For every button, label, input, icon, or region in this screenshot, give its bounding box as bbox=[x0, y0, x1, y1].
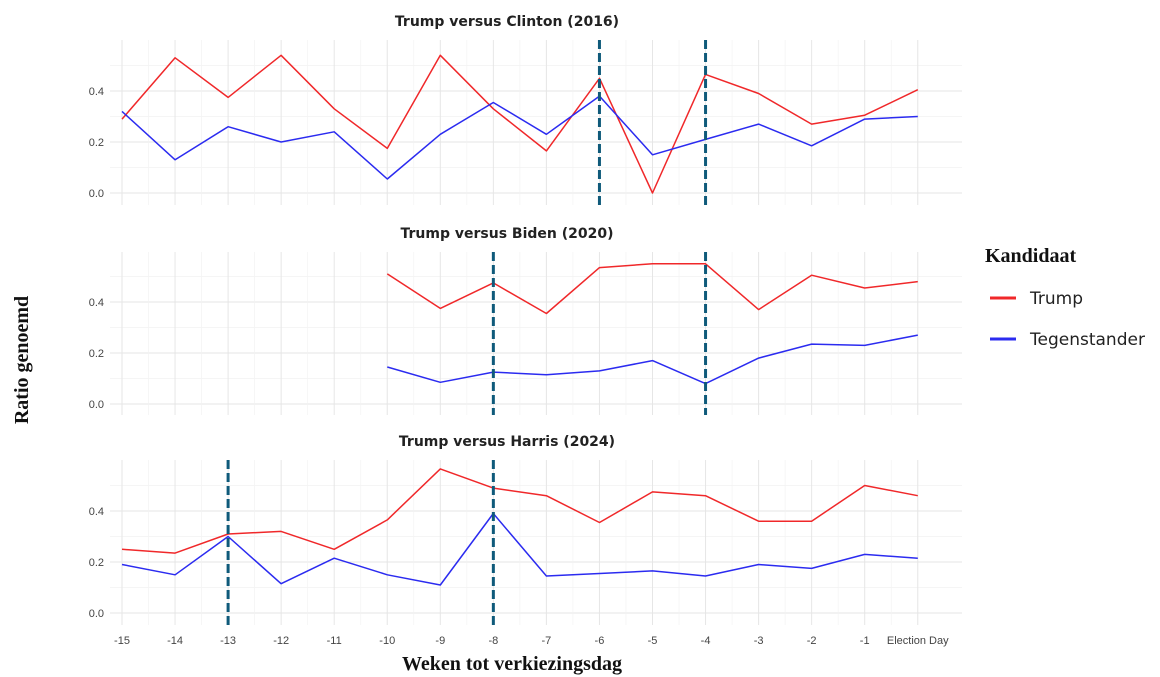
x-axis: -15 -14 -13 -12 -11 -10 -9 -8 -7 -6 -5 -4 -3 -2 -1 Elec… bbox=[114, 635, 949, 647]
x-tick-label: -3 bbox=[754, 635, 764, 647]
x-tick-label: -5 bbox=[648, 635, 658, 647]
panel-3: 0.0 0.2 0.4 Trump versus Harris (2024) bbox=[89, 434, 962, 625]
panel-2: 0.0 0.2 0.4 Trump versus Biden (2020) bbox=[89, 226, 962, 415]
x-tick-label: -8 bbox=[488, 635, 498, 647]
y-tick-label: 0.4 bbox=[89, 86, 104, 98]
y-tick-label: 0.2 bbox=[89, 137, 104, 149]
x-tick-label: -13 bbox=[220, 635, 236, 647]
y-tick-label: 0.4 bbox=[89, 506, 104, 518]
x-tick-label: -4 bbox=[701, 635, 711, 647]
y-axis-title: Ratio genoemd bbox=[11, 296, 33, 424]
legend-label-tegenstander: Tegenstander bbox=[1029, 330, 1145, 350]
x-tick-label: -15 bbox=[114, 635, 130, 647]
x-tick-label: -12 bbox=[273, 635, 289, 647]
x-tick-label: -14 bbox=[167, 635, 183, 647]
panel-title: Trump versus Clinton (2016) bbox=[395, 14, 619, 30]
panel-background bbox=[110, 460, 962, 625]
panel-title: Trump versus Biden (2020) bbox=[401, 226, 614, 242]
y-tick-label: 0.0 bbox=[89, 608, 104, 620]
x-axis-title: Weken tot verkiezingsdag bbox=[402, 653, 622, 675]
panel-background bbox=[110, 40, 962, 205]
series-line-tegenstander bbox=[387, 334, 918, 385]
legend-title: Kandidaat bbox=[985, 245, 1076, 267]
y-tick-label: 0.2 bbox=[89, 557, 104, 569]
y-tick-label: 0.0 bbox=[89, 399, 104, 411]
series-line-tegenstander bbox=[121, 95, 918, 180]
x-tick-label: -1 bbox=[860, 635, 870, 647]
x-tick-label: -11 bbox=[327, 635, 342, 647]
legend: Kandidaat Trump Tegenstander bbox=[985, 245, 1145, 350]
y-tick-label: 0.0 bbox=[89, 188, 104, 200]
legend-label-trump: Trump bbox=[1029, 289, 1083, 309]
series-line-trump bbox=[121, 468, 918, 554]
y-tick-label: 0.4 bbox=[89, 297, 104, 309]
x-tick-label: -2 bbox=[807, 635, 817, 647]
panel-background bbox=[110, 252, 962, 415]
x-tick-label: Election Day bbox=[887, 635, 949, 647]
panel-title: Trump versus Harris (2024) bbox=[399, 434, 615, 450]
x-tick-label: -7 bbox=[542, 635, 552, 647]
x-tick-label: -9 bbox=[435, 635, 445, 647]
y-tick-label: 0.2 bbox=[89, 348, 104, 360]
series-line-tegenstander bbox=[121, 512, 918, 586]
series-line-trump bbox=[121, 54, 919, 194]
x-tick-label: -10 bbox=[379, 635, 395, 647]
panel-1: 0.0 0.2 0.4 Trump versus Clinton (2016) bbox=[89, 14, 962, 205]
series-line-trump bbox=[386, 263, 918, 315]
x-tick-label: -6 bbox=[595, 635, 605, 647]
